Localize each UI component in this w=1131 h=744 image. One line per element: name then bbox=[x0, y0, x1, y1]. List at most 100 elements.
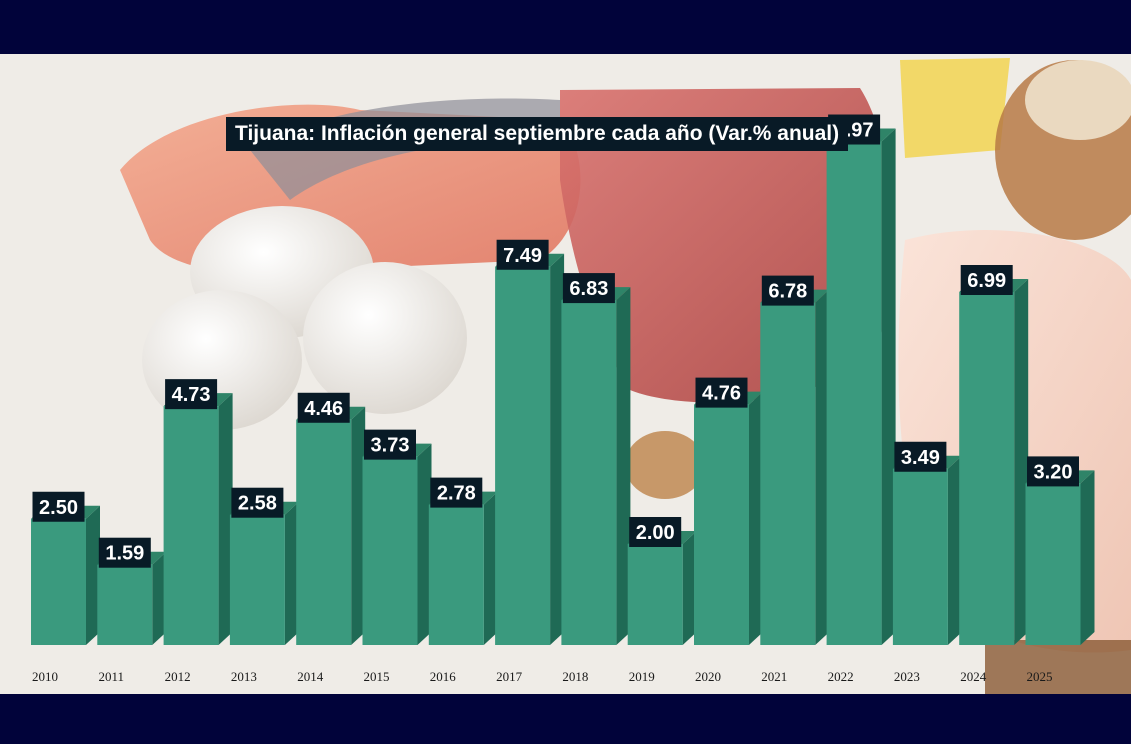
bar-side bbox=[351, 406, 366, 645]
bar-2022 bbox=[826, 128, 896, 645]
value-label-box bbox=[1027, 456, 1079, 487]
x-tick-label: 2014 bbox=[297, 669, 324, 684]
cheese-shape bbox=[900, 58, 1010, 158]
value-label-2016: 2.78 bbox=[430, 477, 483, 508]
bar-side bbox=[86, 505, 100, 645]
value-label-2014: 4.46 bbox=[297, 392, 350, 423]
bar-front bbox=[561, 300, 617, 645]
value-label-box bbox=[761, 275, 814, 306]
value-label-text: 4.73 bbox=[172, 384, 211, 406]
bar-front bbox=[362, 456, 418, 645]
egg-shape bbox=[303, 262, 467, 414]
value-label-text: 2.00 bbox=[636, 522, 675, 544]
value-label-box bbox=[695, 377, 748, 408]
value-label-box bbox=[32, 491, 85, 522]
bar-side bbox=[815, 289, 830, 645]
walnut-shape bbox=[625, 431, 705, 499]
x-tick-label: 2012 bbox=[165, 669, 191, 684]
value-labels-layer: 2.50 1.59 4.73 2.58 4.46 3.73 2.78 7.49 6.83 2.00… bbox=[32, 114, 1079, 568]
x-tick-label: 2019 bbox=[629, 669, 655, 684]
bar-front bbox=[826, 141, 882, 645]
x-tick-label: 2023 bbox=[894, 669, 920, 684]
bar-front bbox=[97, 564, 153, 645]
value-label-text: 6.99 bbox=[967, 270, 1006, 292]
bar-side bbox=[947, 455, 962, 645]
value-label-2020: 4.76 bbox=[695, 377, 748, 408]
value-label-box bbox=[562, 273, 615, 304]
x-tick-label: 2018 bbox=[562, 669, 588, 684]
chart-panel: 2.50 1.59 4.73 2.58 4.46 3.73 2.78 7.49 6.83 2.00… bbox=[0, 54, 1131, 694]
bar-side bbox=[749, 391, 763, 645]
bar-side bbox=[881, 128, 896, 645]
bars-layer bbox=[31, 128, 1095, 645]
value-label-2012: 4.73 bbox=[165, 379, 218, 410]
bar-2013 bbox=[229, 501, 299, 645]
bar-front bbox=[296, 419, 352, 645]
value-label-text: 2.58 bbox=[238, 493, 277, 515]
bottom-frame-band bbox=[0, 694, 1131, 744]
value-label-text: 2.78 bbox=[437, 483, 476, 505]
value-label-text: 3.49 bbox=[901, 447, 940, 469]
top-frame-band bbox=[0, 0, 1131, 54]
value-label-text: 6.78 bbox=[768, 281, 807, 303]
x-tick-label: 2022 bbox=[828, 669, 854, 684]
bean-bowl-inner-shape bbox=[1025, 60, 1131, 140]
bar-side bbox=[616, 287, 631, 645]
bar-front bbox=[495, 266, 551, 645]
bar-2016 bbox=[428, 491, 498, 645]
x-tick-label: 2016 bbox=[430, 669, 457, 684]
bar-front bbox=[229, 514, 285, 645]
value-label-2015: 3.73 bbox=[364, 429, 416, 460]
bar-2010 bbox=[31, 505, 100, 645]
x-axis-tick-labels: 2010 2011 2012 2013 2014 2015 2016 2017 2018 2019… bbox=[32, 669, 1053, 684]
bar-side bbox=[550, 253, 565, 645]
value-label-box bbox=[629, 517, 682, 547]
bar-side bbox=[483, 491, 498, 645]
value-label-2011: 1.59 bbox=[98, 537, 151, 568]
value-label-box bbox=[297, 392, 350, 423]
x-tick-label: 2013 bbox=[231, 669, 257, 684]
bar-side bbox=[1080, 470, 1095, 645]
bar-2018 bbox=[561, 287, 631, 645]
value-label-box bbox=[165, 379, 218, 410]
value-label-2024: 6.99 bbox=[960, 265, 1013, 296]
bar-2019 bbox=[627, 531, 697, 645]
bar-side bbox=[1014, 279, 1029, 645]
chart-title: Tijuana: Inflación general septiembre ca… bbox=[226, 117, 849, 151]
bar-front bbox=[1025, 483, 1081, 645]
bar-2012 bbox=[163, 393, 233, 645]
bar-2025 bbox=[1025, 470, 1095, 645]
bar-front bbox=[31, 518, 86, 645]
bar-side bbox=[284, 501, 299, 645]
bar-side bbox=[218, 393, 233, 645]
value-label-text: 3.20 bbox=[1034, 461, 1073, 483]
value-label-text: 7.49 bbox=[503, 245, 542, 267]
value-label-2017: 7.49 bbox=[496, 239, 549, 270]
bar-2017 bbox=[495, 253, 565, 645]
value-label-text: 2.50 bbox=[39, 497, 78, 519]
value-label-box bbox=[960, 265, 1013, 296]
value-label-text: 4.46 bbox=[304, 398, 343, 420]
value-label-text: 4.76 bbox=[702, 383, 741, 405]
value-label-2025: 3.20 bbox=[1027, 456, 1079, 487]
value-label-box bbox=[430, 477, 483, 508]
bar-side bbox=[417, 443, 432, 645]
x-tick-label: 2011 bbox=[99, 669, 125, 684]
wooden-board-shape bbox=[985, 640, 1131, 694]
bar-front bbox=[163, 406, 219, 645]
bar-front bbox=[760, 302, 816, 645]
value-label-text: 3.73 bbox=[371, 435, 410, 457]
value-label-2013: 2.58 bbox=[231, 487, 284, 518]
x-tick-label: 2024 bbox=[960, 669, 987, 684]
x-tick-label: 2017 bbox=[496, 669, 523, 684]
bar-front bbox=[959, 292, 1015, 645]
x-tick-label: 2010 bbox=[32, 669, 58, 684]
value-label-box bbox=[231, 487, 284, 518]
x-tick-label: 2021 bbox=[761, 669, 787, 684]
x-tick-label: 2025 bbox=[1027, 669, 1053, 684]
x-tick-label: 2015 bbox=[364, 669, 390, 684]
bar-2024 bbox=[959, 279, 1029, 645]
value-label-2021: 6.78 bbox=[761, 275, 814, 306]
bar-2021 bbox=[760, 289, 830, 645]
